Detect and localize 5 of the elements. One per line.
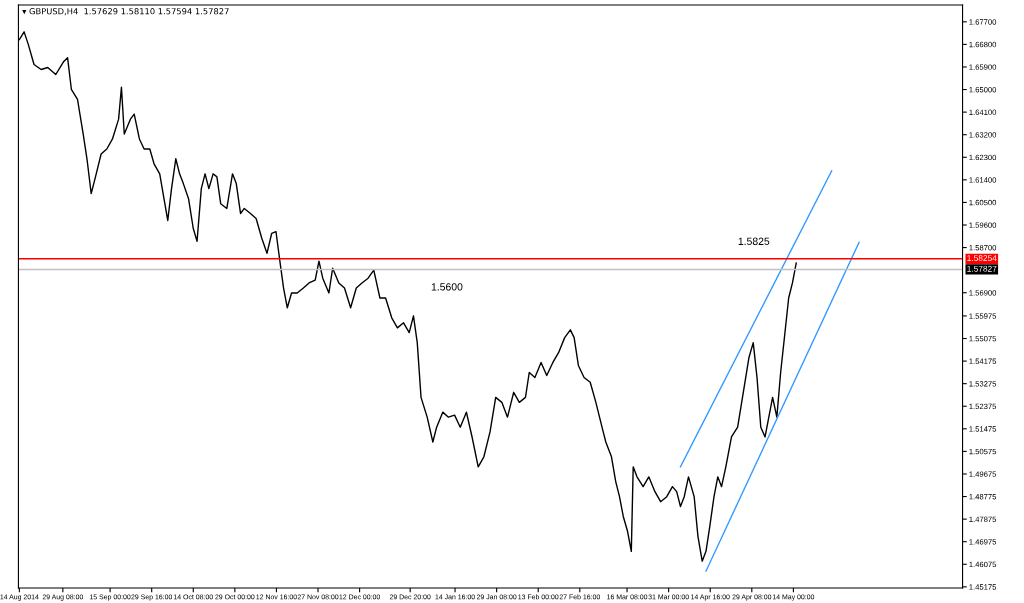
ref-line-label: 1.58254 bbox=[967, 255, 997, 261]
ref-line-label: 1.57827 bbox=[967, 265, 997, 272]
annotation: 1.5825 bbox=[738, 237, 770, 245]
chart-title: ▾ GBPUSD,H4 1.57629 1.58110 1.57594 1.57827 bbox=[22, 8, 229, 16]
annotation: 1.5600 bbox=[431, 283, 463, 291]
